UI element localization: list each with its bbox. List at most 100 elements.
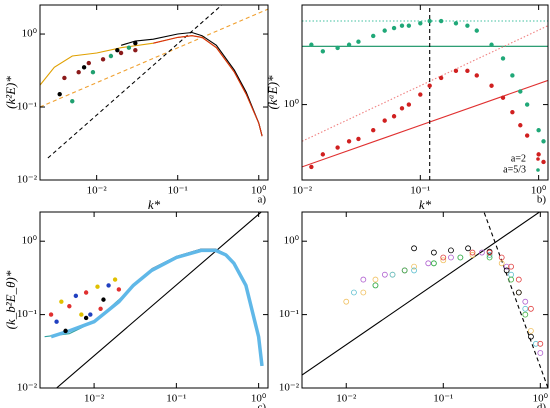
circle-point: [503, 267, 510, 274]
plot-area: [44, 212, 264, 388]
point: [356, 136, 361, 142]
series-line: [47, 5, 223, 159]
y-tick-label: 10⁻²: [17, 382, 38, 394]
circle-point: [448, 247, 454, 254]
x-tick-label: 10⁰: [251, 393, 267, 405]
circle-point: [389, 271, 396, 278]
point: [320, 49, 326, 54]
point: [81, 65, 87, 70]
series-line: [302, 79, 548, 168]
series-line: [153, 35, 263, 137]
y-axis-label: (k_b²E_θ)*: [3, 270, 18, 329]
y-axis-label: (kᵃE)*: [265, 75, 280, 110]
point: [309, 164, 314, 170]
series-line: [40, 35, 263, 137]
circle-point: [440, 257, 447, 264]
x-axis-label: k*: [419, 197, 432, 212]
point: [73, 293, 79, 299]
circle-point: [478, 249, 485, 256]
point: [309, 42, 314, 47]
circle-point: [411, 245, 417, 252]
point: [86, 60, 91, 66]
legend-label: a=5/3: [503, 164, 526, 175]
point: [465, 68, 470, 74]
legend-marker: [536, 168, 540, 172]
point: [371, 33, 376, 39]
circle-point: [381, 271, 388, 278]
point: [59, 299, 64, 304]
panel-label: a): [257, 194, 266, 206]
circle-point: [515, 276, 522, 283]
point: [320, 152, 326, 157]
point: [438, 75, 444, 81]
circle-point: [465, 245, 471, 252]
point: [356, 39, 361, 44]
point: [67, 304, 72, 309]
circle-point: [522, 298, 529, 305]
circle-point: [425, 260, 432, 267]
circle-point: [457, 254, 464, 261]
y-tick-label: 10⁻¹: [17, 101, 37, 113]
point: [524, 102, 530, 107]
series-line: [302, 212, 541, 376]
point: [95, 284, 100, 289]
circle-point: [372, 276, 379, 283]
panel-label: b): [537, 194, 547, 206]
point: [399, 23, 405, 28]
circle-point: [508, 263, 515, 270]
circle-point: [498, 260, 505, 267]
point: [112, 277, 118, 282]
point: [541, 139, 546, 144]
point: [536, 152, 541, 157]
circle-point: [448, 254, 454, 261]
x-axis-label: k_b*: [412, 405, 438, 408]
point: [524, 133, 530, 138]
point: [406, 102, 412, 107]
point: [438, 18, 444, 24]
circle-point: [486, 252, 493, 258]
circle-point: [372, 282, 379, 289]
point: [518, 123, 523, 128]
panel: 10⁻² 10⁻¹ 10⁰ 10⁻² 10⁻¹ 10⁰ k_b* (k_b²E_θ)* c): [3, 211, 269, 408]
point: [371, 128, 376, 133]
point: [406, 23, 412, 28]
point: [418, 92, 423, 97]
circle-point: [469, 252, 476, 258]
point: [382, 28, 387, 33]
circle-point: [537, 340, 544, 347]
x-tick-label: 10⁻²: [87, 185, 108, 197]
point: [453, 21, 459, 26]
point: [133, 48, 138, 53]
x-tick-label: 10⁻¹: [433, 393, 453, 405]
point: [427, 18, 432, 24]
point: [118, 50, 124, 56]
x-tick-label: 10⁻²: [336, 393, 357, 405]
circle-point: [411, 263, 417, 270]
x-tick-label: 10⁻²: [292, 185, 313, 197]
point: [418, 21, 423, 26]
circle-point: [360, 276, 367, 283]
circle-point: [515, 289, 522, 296]
point: [48, 312, 54, 317]
point: [116, 287, 122, 292]
point: [391, 114, 397, 119]
x-tick-label: 10⁰: [251, 185, 267, 197]
x-tick-label: 10⁻¹: [166, 393, 186, 405]
circle-point: [508, 271, 515, 278]
point: [399, 106, 405, 111]
circle-point: [343, 298, 350, 305]
point: [115, 48, 120, 53]
legend-marker: [536, 157, 540, 161]
point: [453, 68, 459, 74]
point: [83, 290, 89, 295]
circle-point: [430, 249, 437, 256]
y-axis-label: (k²E)*: [3, 76, 18, 109]
point: [500, 95, 506, 100]
y-tick-label: 10⁻¹: [17, 308, 37, 320]
point: [382, 118, 387, 123]
point: [541, 159, 546, 165]
point: [76, 70, 81, 75]
x-axis-label: k_b*: [141, 405, 167, 408]
y-tick-label: 10⁰: [22, 235, 38, 247]
